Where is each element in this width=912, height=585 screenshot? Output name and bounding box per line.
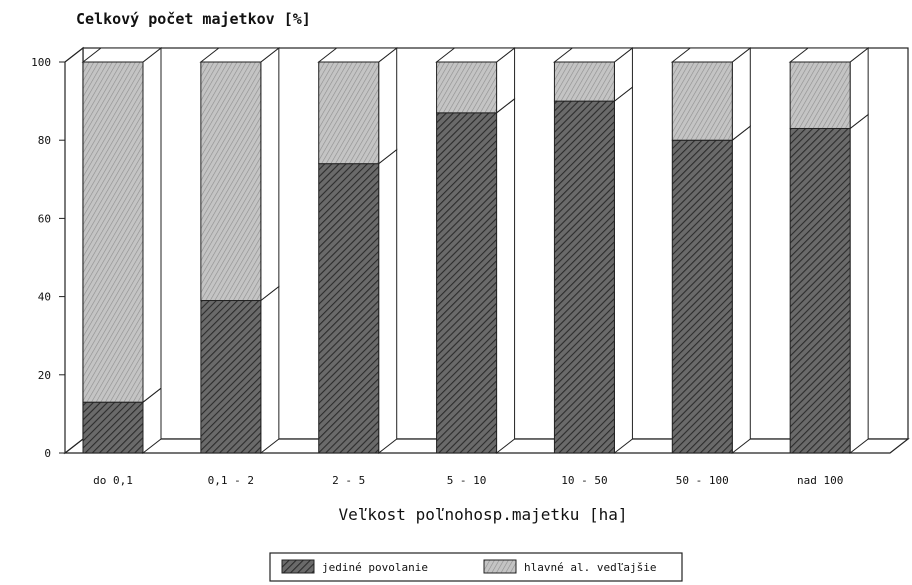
bar-side (378, 148, 398, 455)
bar-segment (318, 163, 380, 454)
bar-group (317, 46, 399, 455)
legend-frame (269, 552, 683, 582)
bar-segment (318, 61, 380, 165)
y-tick-label: 20 (38, 369, 51, 382)
bar-segment (82, 401, 144, 454)
y-tick-label: 0 (44, 447, 51, 460)
bar-segment (671, 139, 733, 454)
bar-segment (553, 100, 615, 454)
bar-side (849, 113, 869, 455)
y-tick-label: 100 (31, 56, 51, 69)
bar-side (613, 86, 633, 455)
bar-group (552, 46, 634, 455)
side-wall (64, 46, 84, 455)
bar-segment (789, 61, 851, 129)
bar-side (260, 46, 280, 302)
bar-segment (671, 61, 733, 141)
bar-group (435, 46, 517, 455)
x-category-label: 2 - 5 (332, 474, 365, 487)
chart-title: Celkový počet majetkov [%] (76, 10, 311, 28)
bar-group (670, 46, 752, 455)
x-axis-categories: do 0,1 0,1 - 2 2 - 5 5 - 10 10 - 50 50 - 100 n… (93, 474, 843, 487)
x-category-label: 10 - 50 (561, 474, 607, 487)
bar-segment (200, 61, 262, 302)
bar-segment (200, 300, 262, 454)
bar-segment (553, 61, 615, 102)
bar-top (81, 47, 163, 63)
chart-bars (81, 46, 870, 455)
x-category-label: 0,1 - 2 (208, 474, 254, 487)
bar-group (199, 46, 281, 455)
x-category-label: 50 - 100 (676, 474, 729, 487)
bar-side (142, 46, 162, 404)
x-axis-label: Veľkost poľnohosp.majetku [ha] (339, 505, 628, 524)
bar-segment (436, 61, 498, 114)
bar-side (731, 125, 751, 455)
y-axis-ticks: 0 20 40 60 80 100 (31, 56, 65, 460)
bar-segment (789, 127, 851, 454)
bar-side (731, 46, 751, 142)
bar-top (552, 47, 634, 63)
legend-label-series-1: hlavné al. vedľajšie (524, 561, 656, 574)
bar-side (260, 285, 280, 455)
bar-group (788, 46, 870, 455)
bar-top (670, 47, 752, 63)
x-category-label: nad 100 (797, 474, 843, 487)
x-category-label: 5 - 10 (447, 474, 487, 487)
bar-segment (436, 112, 498, 454)
bar-group (81, 46, 163, 455)
legend-swatch-series-0 (281, 559, 315, 574)
y-tick-label: 80 (38, 134, 51, 147)
bar-side (378, 46, 398, 165)
bar-top (788, 47, 870, 63)
bar-segment (82, 61, 144, 403)
legend-swatch-series-1 (483, 559, 517, 574)
y-tick-label: 40 (38, 291, 51, 304)
x-category-label: do 0,1 (93, 474, 133, 487)
bar-top (199, 47, 281, 63)
legend-label-series-0: jediné povolanie (322, 561, 428, 574)
bar-top (317, 47, 399, 63)
bar-top (435, 47, 517, 63)
chart-legend: jediné povolanie hlavné al. vedľajšie (269, 552, 683, 582)
bar-side (496, 97, 516, 455)
y-tick-label: 60 (38, 212, 51, 225)
